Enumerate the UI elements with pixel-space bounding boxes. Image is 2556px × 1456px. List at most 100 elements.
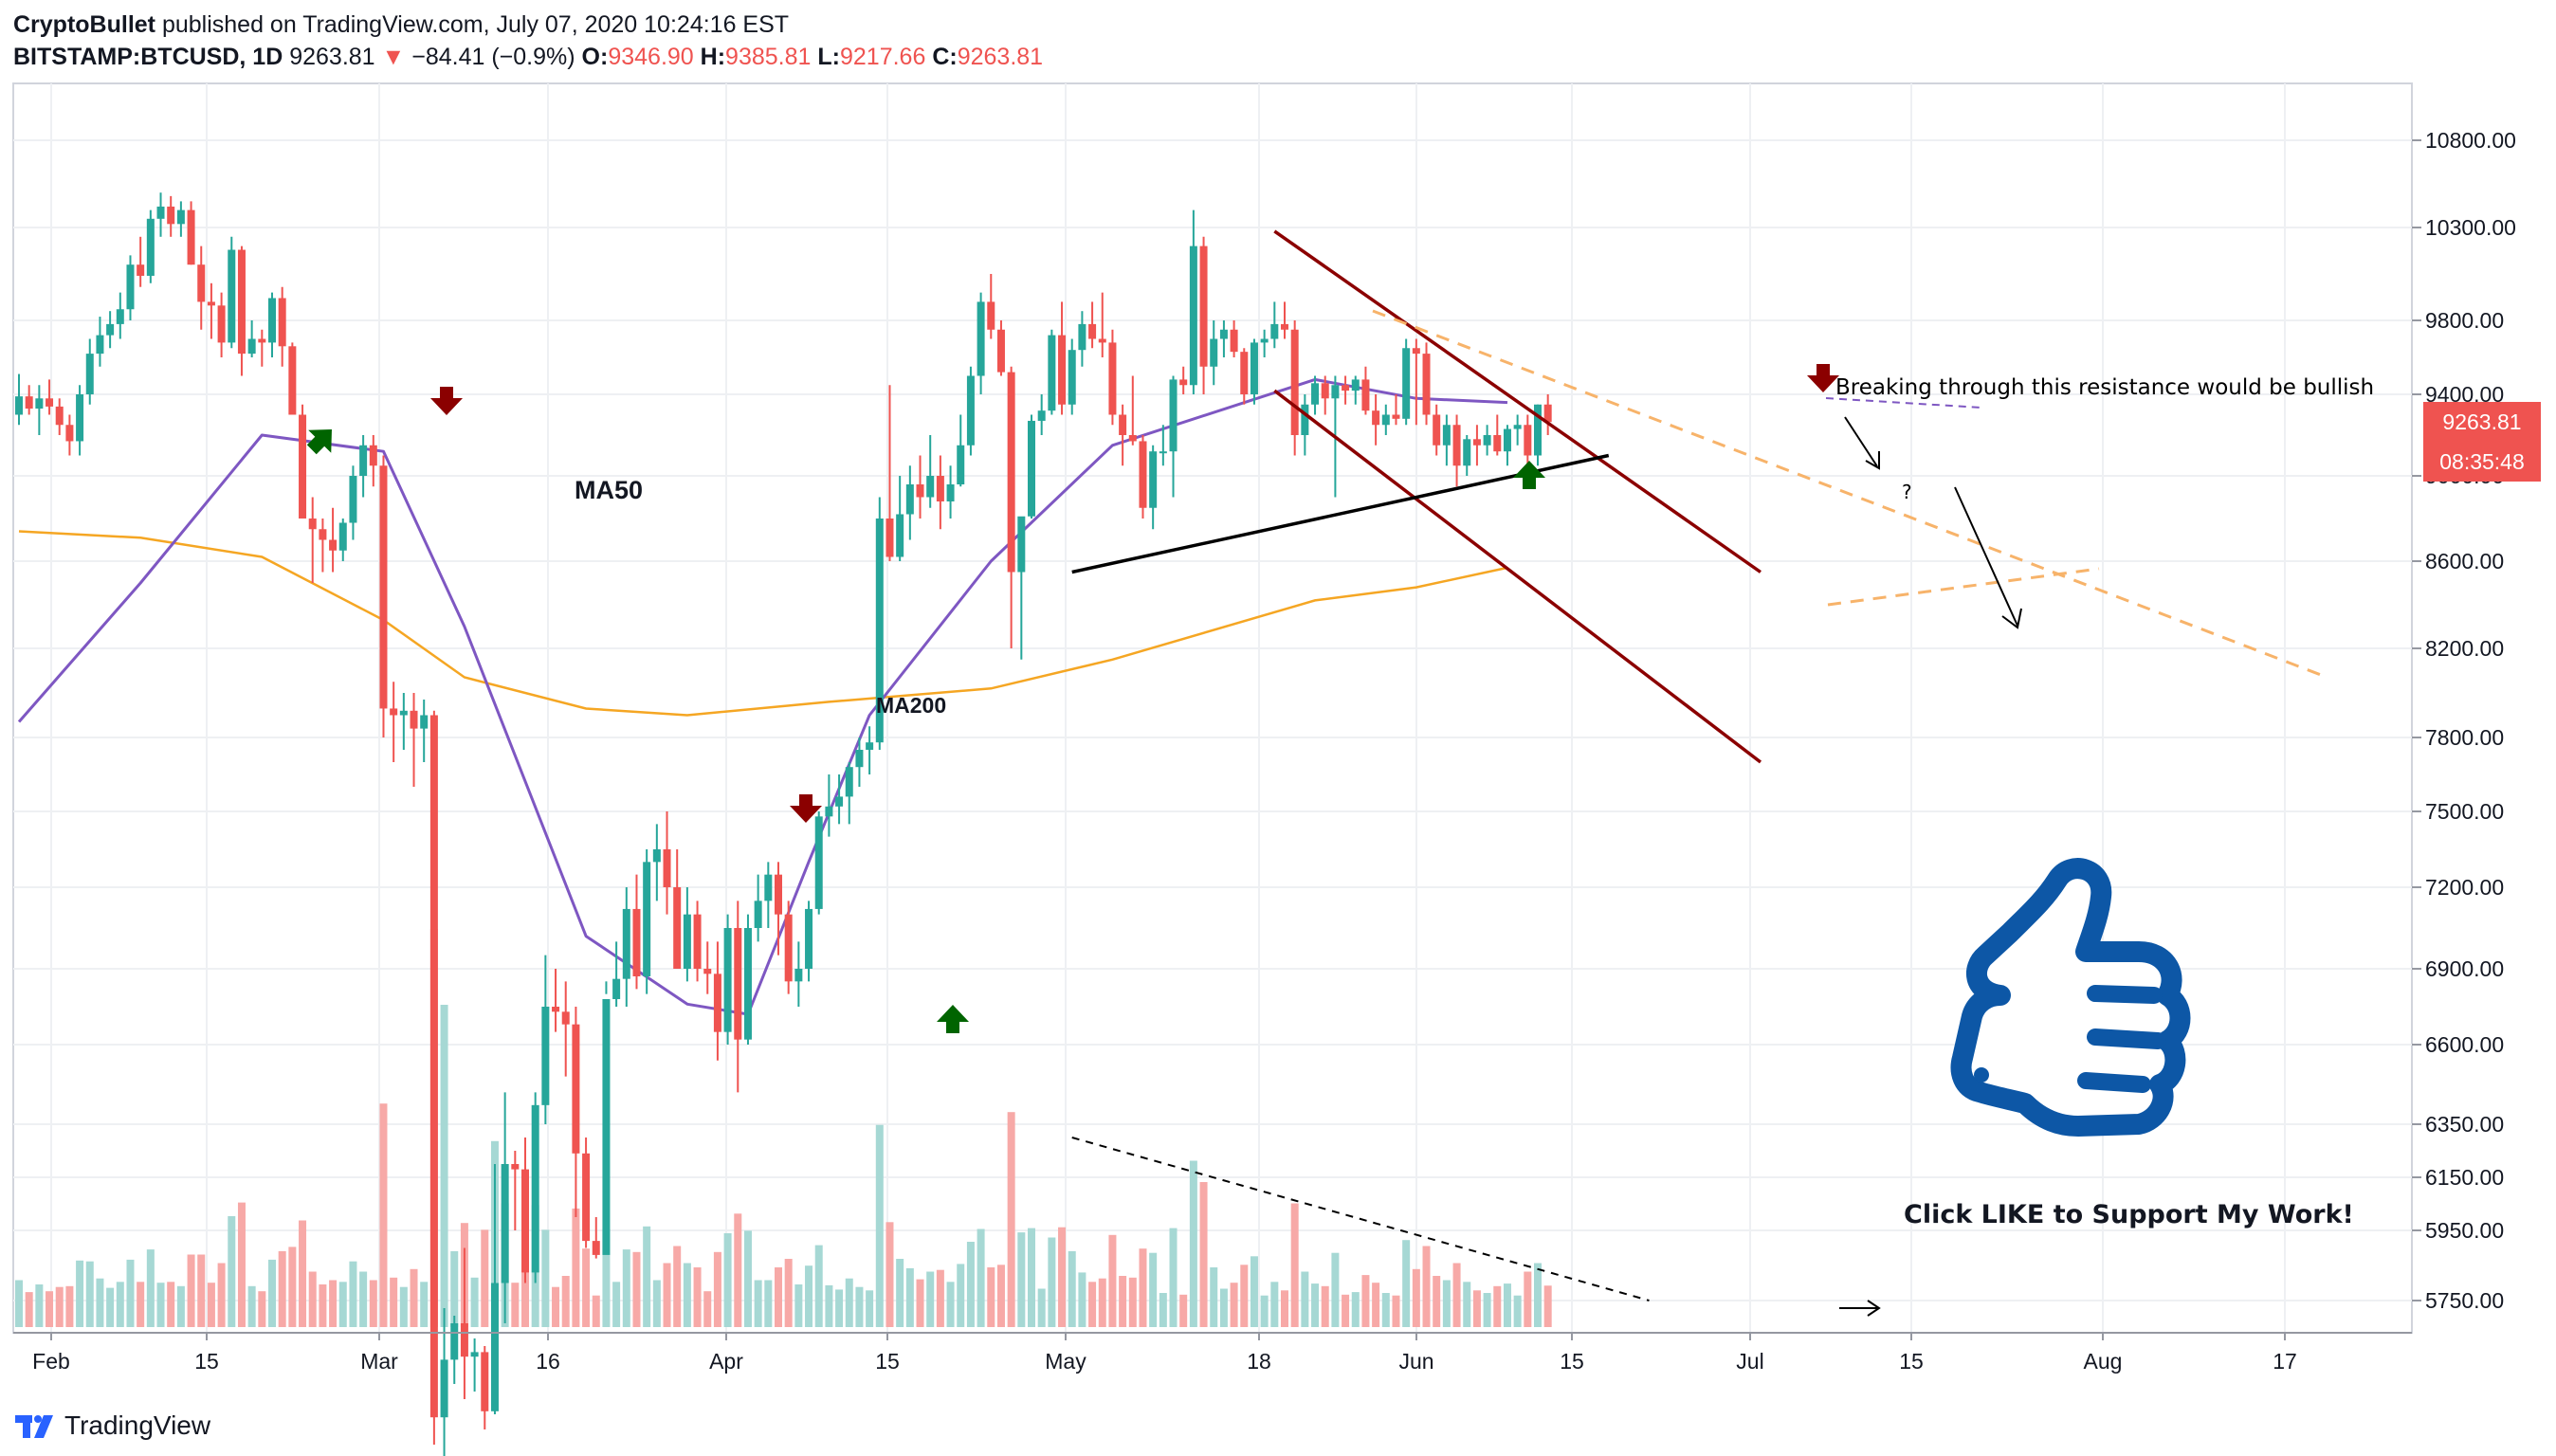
candle-body xyxy=(399,710,408,716)
x-tick-label: Jul xyxy=(1736,1349,1763,1374)
volume-bar xyxy=(237,1202,246,1327)
ma200-label: MA200 xyxy=(876,693,946,718)
volume-bar xyxy=(1028,1228,1035,1327)
volume-bar xyxy=(15,1280,23,1327)
volume-bar xyxy=(673,1246,682,1327)
candle-body xyxy=(278,298,286,347)
volume-bar xyxy=(1119,1276,1127,1327)
volume-bar xyxy=(754,1280,762,1327)
candle-body xyxy=(126,264,135,310)
y-tick-label: 6350.00 xyxy=(2425,1112,2504,1137)
volume-bar xyxy=(1452,1263,1461,1327)
volume-bar xyxy=(1524,1271,1532,1327)
candle-body xyxy=(137,264,145,276)
candle-body xyxy=(319,529,327,540)
volume-bar xyxy=(146,1249,155,1327)
low-value: 9217.66 xyxy=(839,44,926,70)
author-name[interactable]: CryptoBullet xyxy=(13,11,155,38)
candle-body xyxy=(1240,352,1249,394)
volume-bar xyxy=(46,1291,54,1327)
volume-bar xyxy=(1534,1263,1542,1327)
symbol-name[interactable]: BITSTAMP:BTCUSD, 1D xyxy=(13,44,283,70)
volume-bar xyxy=(866,1290,874,1327)
volume-bar xyxy=(1281,1290,1288,1327)
volume-bar xyxy=(167,1282,175,1327)
volume-bar xyxy=(65,1285,74,1327)
candle-body xyxy=(1331,385,1340,399)
volume-bar xyxy=(288,1247,297,1327)
down-triangle-icon: ▼ xyxy=(381,44,406,70)
volume-bar xyxy=(1098,1278,1106,1327)
candle-body xyxy=(460,1323,468,1357)
candle-body xyxy=(207,301,215,306)
candle-body xyxy=(1442,425,1451,446)
volume-bar xyxy=(369,1280,377,1327)
candle-body xyxy=(85,354,94,394)
volume-bar xyxy=(1372,1283,1380,1327)
candle-body xyxy=(1342,385,1350,391)
candle-body xyxy=(379,465,388,709)
volume-bar xyxy=(1483,1293,1491,1327)
volume-bar xyxy=(1068,1250,1076,1327)
arrow-icon xyxy=(1954,486,2022,629)
y-tick-label: 7800.00 xyxy=(2425,725,2504,750)
volume-bar xyxy=(855,1286,864,1327)
candle-body xyxy=(723,928,732,1032)
tradingview-brand[interactable]: TradingView xyxy=(13,1405,210,1447)
x-tick-label: 18 xyxy=(1247,1349,1271,1374)
countdown-tag: 08:35:48 xyxy=(2423,442,2541,482)
volume-bar xyxy=(85,1261,94,1327)
volume-bar xyxy=(25,1292,33,1327)
candle-body xyxy=(1128,435,1137,442)
volume-bar xyxy=(1219,1288,1228,1327)
volume-bar xyxy=(420,1282,429,1327)
candle-body xyxy=(592,1241,600,1255)
volume-bar xyxy=(987,1267,995,1327)
candle-body xyxy=(481,1352,489,1411)
volume-bar xyxy=(1402,1240,1411,1327)
volume-bar xyxy=(1412,1268,1420,1327)
volume-bar xyxy=(622,1249,630,1327)
y-tick-label: 6600.00 xyxy=(2425,1032,2504,1057)
candle-body xyxy=(501,1164,509,1283)
down-arrow-icon xyxy=(430,387,463,415)
candle-body xyxy=(511,1164,520,1170)
volume-bar xyxy=(916,1279,924,1327)
candle-body xyxy=(228,249,236,343)
candle-body xyxy=(1290,329,1299,435)
candle-body xyxy=(612,978,621,999)
candle-body xyxy=(814,816,823,909)
volume-bar xyxy=(1250,1256,1258,1327)
volume-bar xyxy=(217,1263,226,1327)
volume-bar xyxy=(1007,1112,1015,1327)
volume-bar xyxy=(602,1228,611,1327)
y-tick-label: 8600.00 xyxy=(2425,549,2504,573)
volume-bar xyxy=(896,1259,904,1327)
plot-frame xyxy=(12,82,2413,1334)
up-arrow-icon xyxy=(937,1005,969,1033)
candle-body xyxy=(764,874,773,901)
candle-body xyxy=(835,796,844,807)
candle-body xyxy=(1301,404,1309,435)
candle-body xyxy=(25,396,33,410)
volume-bar xyxy=(814,1245,823,1327)
candle-body xyxy=(1321,383,1329,399)
candle-body xyxy=(875,519,884,743)
candle-body xyxy=(1017,516,1026,573)
candle-body xyxy=(470,1352,479,1357)
y-tick-label: 6150.00 xyxy=(2425,1165,2504,1190)
candle-body xyxy=(440,1359,448,1418)
candle-body xyxy=(450,1323,459,1360)
volume-bar xyxy=(440,1005,448,1327)
volume-bar xyxy=(632,1251,641,1327)
candle-body xyxy=(1311,383,1320,405)
candle-body xyxy=(369,445,377,466)
volume-bar xyxy=(703,1291,712,1327)
x-tick-label: Jun xyxy=(1398,1349,1433,1374)
tradingview-logo-icon xyxy=(15,1415,53,1438)
volume-bar xyxy=(723,1233,732,1327)
volume-bar xyxy=(1321,1285,1329,1327)
candle-body xyxy=(1412,348,1420,355)
candle-body xyxy=(1199,246,1208,367)
